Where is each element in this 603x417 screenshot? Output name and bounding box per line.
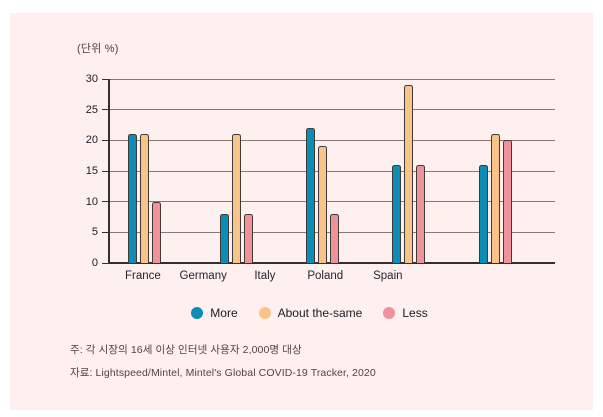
y-tickmark-20: [102, 139, 108, 141]
legend-item-about-the-same: About the-same: [258, 306, 363, 320]
y-tickmark-10: [102, 201, 108, 203]
footnote-note: 주: 각 시장의 16세 이상 인터넷 사용자 2,000명 대상: [70, 344, 302, 356]
bar-group-germany: [219, 79, 253, 263]
bar-less-france: [152, 201, 162, 263]
bar-more-italy: [305, 128, 315, 263]
chart-panel: (단위 %) 30 25 20 15 10 5 0 France Germany Italy Pol…: [10, 13, 593, 410]
bar-group-italy: [305, 79, 339, 263]
y-tickmark-0: [102, 262, 108, 264]
legend-dot-about-the-same-icon: [258, 307, 271, 319]
legend-dot-more-icon: [191, 307, 204, 319]
y-tick-label: 15: [85, 165, 98, 177]
y-tick-label: 30: [85, 73, 98, 85]
y-tickmark-5: [102, 231, 108, 233]
gridline-30: [110, 78, 555, 80]
bar-about-the-same-germany: [231, 134, 241, 263]
bar-less-germany: [243, 213, 253, 263]
legend: More About the-same Less: [26, 306, 593, 320]
bar-group-spain: [478, 79, 512, 263]
footnote-source: 자료: Lightspeed/Mintel, Mintel's Global C…: [70, 367, 376, 379]
gridline-20: [110, 139, 555, 141]
y-tick-label: 10: [85, 195, 98, 208]
bar-more-france: [128, 134, 138, 263]
bar-about-the-same-spain: [490, 134, 500, 263]
y-tickmark-15: [102, 170, 108, 172]
bar-more-spain: [478, 164, 488, 263]
legend-item-less: Less: [383, 306, 428, 320]
bar-group-poland: [391, 79, 425, 263]
x-axis-line: [108, 262, 555, 264]
bar-less-poland: [415, 164, 425, 263]
y-tick-label: 25: [85, 103, 98, 116]
y-tickmark-25: [102, 109, 108, 111]
legend-item-more: More: [191, 306, 238, 320]
bar-about-the-same-france: [140, 134, 150, 263]
x-label-spain: Spain: [373, 270, 403, 282]
legend-label-less: Less: [402, 306, 428, 320]
bar-about-the-same-poland: [403, 85, 413, 263]
legend-label-more: More: [210, 306, 238, 320]
unit-label: (단위 %): [77, 43, 119, 55]
x-label-poland: Poland: [307, 270, 344, 282]
gridline-25: [110, 109, 555, 111]
y-tick-label: 5: [91, 226, 98, 239]
y-tick-label: 0: [91, 257, 98, 269]
gridline-15: [110, 170, 555, 172]
legend-dot-less-icon: [383, 307, 396, 319]
x-label-germany: Germany: [179, 270, 227, 282]
x-label-france: France: [124, 270, 161, 282]
bar-less-italy: [329, 213, 339, 263]
y-tickmark-30: [102, 78, 108, 80]
legend-label-about-the-same: About the-same: [277, 306, 363, 320]
y-axis-line: [108, 79, 110, 264]
bar-less-spain: [502, 140, 512, 263]
bar-about-the-same-italy: [317, 146, 327, 263]
plot-area: 30 25 20 15 10 5 0 France Germany Italy Poland Spai…: [86, 73, 555, 282]
gridline-10: [110, 201, 555, 203]
y-tick-label: 20: [85, 134, 98, 147]
bar-more-germany: [219, 213, 229, 263]
bar-more-poland: [391, 164, 401, 263]
bar-group-france: [128, 79, 162, 263]
x-label-italy: Italy: [254, 270, 276, 282]
